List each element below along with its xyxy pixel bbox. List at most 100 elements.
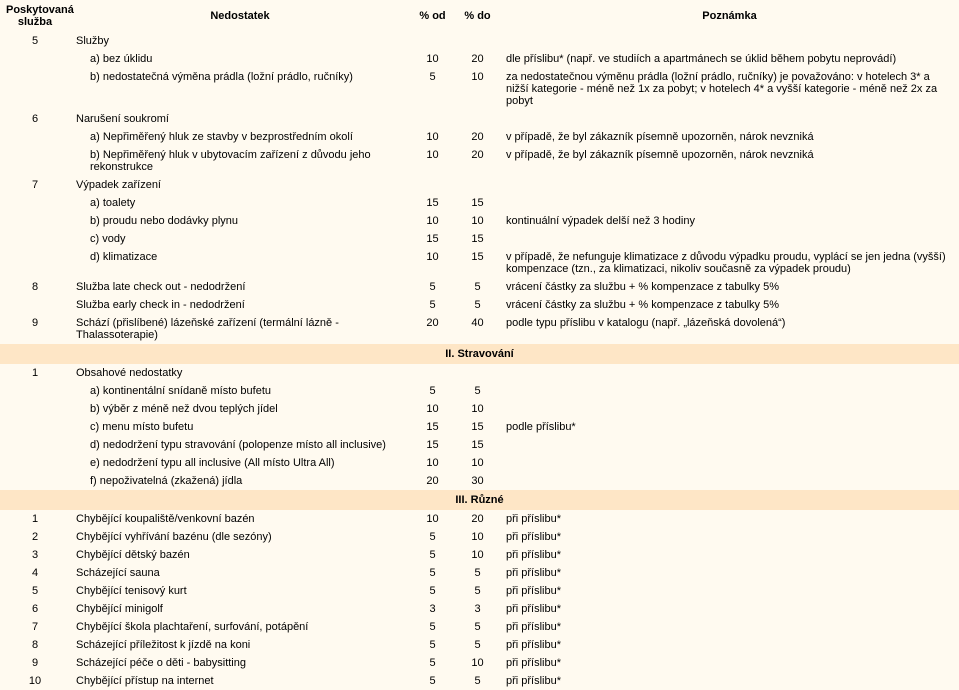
row-num: 8 [0, 278, 70, 296]
row-note: při příslibu* [500, 618, 959, 636]
c [0, 248, 70, 278]
sub-note: kontinuální výpadek delší než 3 hodiny [500, 212, 959, 230]
row-note: při příslibu* [500, 636, 959, 654]
sub-note [500, 436, 959, 454]
section-stravovani: II. Stravování [0, 344, 959, 364]
row-od: 10 [410, 510, 455, 528]
row-label: Scházející příležitost k jízdě na koni [70, 636, 410, 654]
sub-od: 10 [410, 212, 455, 230]
sub-label: d) klimatizace [70, 248, 410, 278]
group-num: 7 [0, 176, 70, 194]
sub-do: 20 [455, 146, 500, 176]
sub-od: 15 [410, 418, 455, 436]
row-num [0, 296, 70, 314]
row-note: při příslibu* [500, 564, 959, 582]
sub-label: a) kontinentální snídaně místo bufetu [70, 382, 410, 400]
c [410, 32, 455, 50]
group-num: 5 [0, 32, 70, 50]
sub-do: 15 [455, 230, 500, 248]
sub-label: e) nedodržení typu all inclusive (All mí… [70, 454, 410, 472]
row-od: 20 [410, 314, 455, 344]
sub-note [500, 472, 959, 490]
c [500, 364, 959, 382]
sub-do: 20 [455, 128, 500, 146]
sub-label: b) nedostatečná výměna prádla (ložní prá… [70, 68, 410, 110]
row-do: 10 [455, 528, 500, 546]
sub-od: 15 [410, 230, 455, 248]
row-od: 3 [410, 600, 455, 618]
sub-note [500, 382, 959, 400]
sub-label: c) vody [70, 230, 410, 248]
row-do: 5 [455, 582, 500, 600]
row-num: 8 [0, 636, 70, 654]
sub-note: podle příslibu* [500, 418, 959, 436]
row-num: 5 [0, 582, 70, 600]
sub-label: b) proudu nebo dodávky plynu [70, 212, 410, 230]
group-label: Obsahové nedostatky [70, 364, 410, 382]
row-note: při příslibu* [500, 582, 959, 600]
row-label: Schází (přislíbené) lázeňské zařízení (t… [70, 314, 410, 344]
c [410, 176, 455, 194]
c [0, 212, 70, 230]
row-do: 10 [455, 546, 500, 564]
sub-note [500, 400, 959, 418]
sub-do: 10 [455, 400, 500, 418]
row-do: 5 [455, 636, 500, 654]
row-note: při příslibu* [500, 672, 959, 690]
row-label: Chybějící koupaliště/venkovní bazén [70, 510, 410, 528]
sub-note: v případě, že byl zákazník písemně upozo… [500, 146, 959, 176]
row-num: 4 [0, 564, 70, 582]
sub-do: 15 [455, 194, 500, 212]
row-label: Chybějící tenisový kurt [70, 582, 410, 600]
group-num: 1 [0, 364, 70, 382]
row-od: 5 [410, 582, 455, 600]
sub-do: 15 [455, 436, 500, 454]
sub-note [500, 194, 959, 212]
row-note: při příslibu* [500, 510, 959, 528]
c [0, 418, 70, 436]
sub-od: 15 [410, 436, 455, 454]
c [0, 146, 70, 176]
sub-od: 10 [410, 400, 455, 418]
row-do: 5 [455, 278, 500, 296]
row-label: Scházející péče o děti - babysitting [70, 654, 410, 672]
header-do: % do [455, 0, 500, 32]
c [0, 382, 70, 400]
row-note: vrácení částky za službu + % kompenzace … [500, 296, 959, 314]
sub-od: 10 [410, 50, 455, 68]
c [0, 436, 70, 454]
sub-od: 5 [410, 68, 455, 110]
sub-od: 20 [410, 472, 455, 490]
row-od: 5 [410, 528, 455, 546]
sub-od: 10 [410, 454, 455, 472]
c [0, 230, 70, 248]
row-num: 10 [0, 672, 70, 690]
row-do: 5 [455, 296, 500, 314]
sub-label: d) nedodržení typu stravování (polopenze… [70, 436, 410, 454]
row-num: 9 [0, 654, 70, 672]
row-od: 5 [410, 546, 455, 564]
sub-label: b) Nepřiměřený hluk v ubytovacím zařízen… [70, 146, 410, 176]
sub-note: dle příslibu* (např. ve studiích a apart… [500, 50, 959, 68]
row-label: Chybějící vyhřívání bazénu (dle sezóny) [70, 528, 410, 546]
sub-do: 10 [455, 212, 500, 230]
row-label: Chybějící minigolf [70, 600, 410, 618]
sub-label: b) výběr z méně než dvou teplých jídel [70, 400, 410, 418]
sub-do: 5 [455, 382, 500, 400]
sub-note: v případě, že byl zákazník písemně upozo… [500, 128, 959, 146]
group-label: Výpadek zařízení [70, 176, 410, 194]
row-od: 5 [410, 564, 455, 582]
c [0, 400, 70, 418]
row-od: 5 [410, 654, 455, 672]
row-num: 9 [0, 314, 70, 344]
c [455, 32, 500, 50]
row-label: Scházející sauna [70, 564, 410, 582]
row-num: 3 [0, 546, 70, 564]
row-note: při příslibu* [500, 600, 959, 618]
sub-label: c) menu místo bufetu [70, 418, 410, 436]
sub-do: 15 [455, 418, 500, 436]
sub-label: a) Nepřiměřený hluk ze stavby v bezprost… [70, 128, 410, 146]
c [0, 50, 70, 68]
header-nedostatek: Nedostatek [70, 0, 410, 32]
sub-do: 10 [455, 454, 500, 472]
